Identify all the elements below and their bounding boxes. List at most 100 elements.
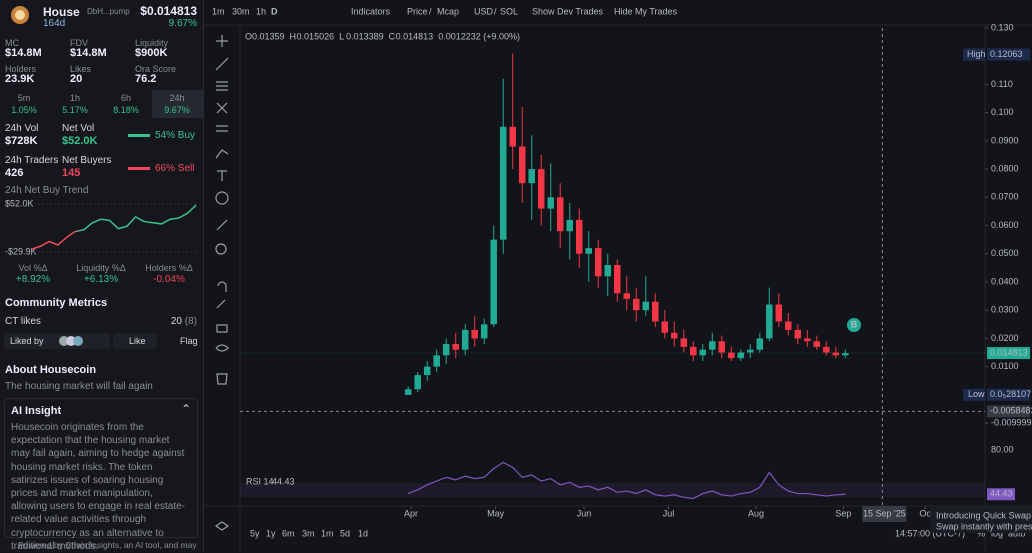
collapse[interactable]: ⌃ [180, 402, 191, 416]
range[interactable]: 6m [282, 528, 295, 538]
stat-value: $900K [135, 47, 168, 59]
candle-body [442, 344, 450, 356]
candle-body [566, 219, 573, 232]
interval[interactable]: 1m [212, 6, 225, 16]
rsi-last-box [987, 488, 1015, 501]
x-tick-label: May [487, 508, 505, 518]
x-tick-label: Aug [748, 508, 764, 518]
candle-body [633, 298, 640, 311]
about-title: About Housecoin [5, 364, 97, 376]
range[interactable]: 5y [250, 528, 260, 538]
high-box [987, 48, 1030, 61]
liked-by[interactable]: Liked by [4, 333, 110, 349]
candle-body [614, 265, 621, 294]
candle-body [813, 341, 821, 347]
timeframe-label: 5m [17, 93, 31, 103]
y-tick-label: 0.0900 [991, 135, 1019, 145]
interval[interactable]: 30m [232, 6, 250, 16]
trend-label: $52.0K [5, 198, 34, 208]
timeframe-label: 6h [120, 93, 131, 103]
drawing-tools[interactable] [214, 35, 230, 531]
slash[interactable]: / [429, 6, 432, 16]
stat-value: 20 [70, 73, 83, 85]
candle-body [699, 349, 707, 356]
token-change: 9.67% [168, 18, 197, 29]
crosshair-x-label: 15 Sep '25 [863, 508, 906, 518]
range[interactable]: 3m [302, 528, 315, 538]
legend-key: H [290, 31, 297, 41]
flag-label: Flag [180, 336, 198, 346]
legend-value: 0.01359 [252, 31, 285, 41]
candle-body [823, 346, 830, 353]
trend-label: -$29.9K [5, 246, 37, 256]
candle-body [775, 304, 783, 322]
low-tag [963, 388, 985, 401]
net-buyers-label: Net Buyers [62, 155, 112, 166]
legend-value: 0.013389 [346, 31, 384, 41]
trade-marker [847, 318, 861, 332]
rsi-legend-value: 44.43 [272, 476, 295, 486]
stat-label: Likes [70, 64, 92, 74]
trend-line [31, 204, 197, 250]
log-toggle[interactable]: log [991, 528, 1003, 538]
candle-body [414, 375, 421, 390]
token-age: 164d [43, 18, 66, 29]
slash[interactable]: / [494, 6, 497, 16]
count: 20 [170, 316, 182, 327]
range[interactable]: 5d [340, 528, 350, 538]
candle-body [452, 344, 459, 350]
range[interactable]: 1m [321, 528, 334, 538]
timeframe-value: 5.17% [62, 105, 88, 115]
price-toggle[interactable]: Price [407, 6, 428, 16]
candle-body [423, 366, 431, 376]
stat-value: $14.8M [70, 47, 107, 59]
dev-trades[interactable]: Show Dev Trades [532, 6, 604, 16]
ai-insight: AI Insight ⌃ Housecoin originates from t… [4, 398, 198, 552]
usd-toggle[interactable]: USD [474, 6, 494, 16]
range[interactable]: 1y [266, 528, 276, 538]
current-price-box [987, 347, 1030, 360]
candle-body [604, 265, 611, 277]
timeframe-value: 8.18% [113, 105, 139, 115]
range[interactable]: 1d [358, 528, 368, 538]
hide-trades[interactable]: Hide My Trades [614, 6, 678, 16]
token-name: House [43, 5, 80, 19]
delta-label: Liquidity %Δ [76, 263, 126, 273]
liked-by-label: Liked by [10, 336, 44, 346]
candle-body [661, 321, 669, 333]
avatars [59, 336, 83, 346]
candle-body [718, 341, 726, 353]
interval[interactable]: 1h [256, 6, 266, 16]
toast-title: Introducing Quick Swap [936, 510, 1031, 520]
high-label: 0.12063 [990, 49, 1023, 59]
low-box [987, 388, 1030, 401]
candle-body [490, 239, 497, 325]
timeframe-value: 9.67% [164, 105, 190, 115]
delta-value: +6.13% [83, 274, 119, 285]
flag-button[interactable]: Flag [160, 333, 200, 349]
candle-body [642, 301, 650, 311]
current-price-label: 0.014813 [990, 347, 1028, 357]
pct-toggle[interactable]: % [977, 528, 985, 538]
toast[interactable] [930, 507, 1032, 533]
token-ticker[interactable]: DbH...pump [87, 7, 130, 16]
sol-toggle[interactable]: SOL [500, 6, 518, 16]
like-button[interactable]: Like [113, 333, 157, 349]
rsi-last-label: 44.43 [990, 489, 1013, 499]
mcap-toggle[interactable]: Mcap [437, 6, 459, 16]
candle-body [756, 338, 764, 350]
candle-body [671, 332, 678, 339]
interval[interactable]: D [271, 6, 278, 16]
candle-body [461, 329, 469, 350]
vol: $728K [5, 135, 38, 147]
net-buy-trend: $52.0K -$29.9K [5, 198, 198, 256]
candle-body [556, 197, 564, 232]
token-price: $0.014813 [140, 4, 197, 18]
indicators[interactable]: Indicators [351, 6, 391, 16]
stat-value: 76.2 [135, 73, 157, 85]
auto-toggle[interactable]: auto [1008, 528, 1026, 538]
legend-key: L [339, 31, 344, 41]
traders-label: 24h Traders [5, 155, 59, 166]
candle-body [433, 355, 440, 367]
